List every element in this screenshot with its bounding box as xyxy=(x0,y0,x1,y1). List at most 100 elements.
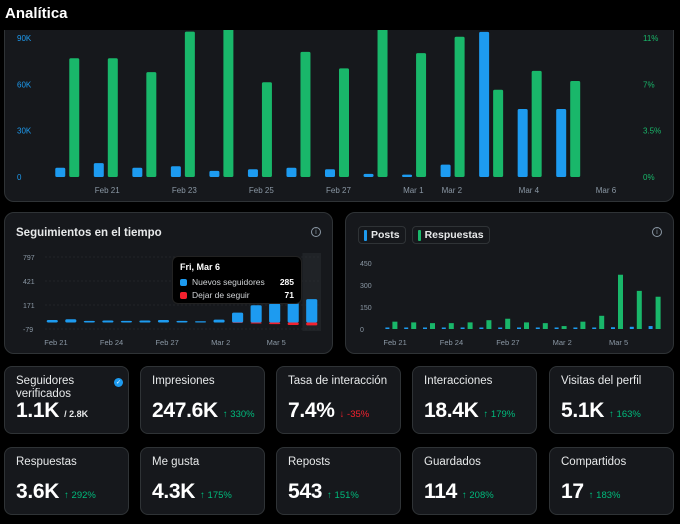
legend-replies[interactable]: Respuestas xyxy=(411,226,490,244)
impressions-bar xyxy=(363,173,374,177)
stat-value-row: 3.6K ↑ 292% xyxy=(16,480,96,504)
posts-bar xyxy=(423,327,427,329)
y-axis-tick-label: 797 xyxy=(23,255,35,262)
engagement-rate-bar xyxy=(339,68,349,177)
tooltip-label: Dejar de seguir xyxy=(192,290,250,300)
info-icon[interactable]: i xyxy=(652,227,662,237)
replies-bar xyxy=(655,296,661,329)
replies-bar xyxy=(448,323,454,329)
new-followers-bar xyxy=(176,320,188,323)
stat-card[interactable]: Visitas del perfil 5.1K ↑ 163% xyxy=(549,366,674,434)
y-axis-tick-label: 171 xyxy=(23,303,35,310)
stat-card[interactable]: Respuestas 3.6K ↑ 292% xyxy=(4,447,129,515)
y2-axis-tick-label: 0% xyxy=(643,173,655,182)
stat-card[interactable]: Impresiones 247.6K ↑ 330% xyxy=(140,366,265,434)
engagement-rate-bar xyxy=(261,82,272,177)
engagement-rate-bar xyxy=(493,89,504,177)
stat-label: Visitas del perfil xyxy=(561,375,642,387)
engagement-rate-bar xyxy=(69,58,80,177)
posts-bar xyxy=(404,327,409,329)
impressions-chart[interactable]: 0 30K 60K 90K 0% 3.5% 7% 11% Feb 21 Feb 23 Feb 25 F… xyxy=(5,15,674,202)
stat-card[interactable]: Seguidores verificados ✓ 1.1K / 2.8K xyxy=(4,366,129,434)
stat-value-row: 247.6K ↑ 330% xyxy=(152,399,255,423)
y-axis-tick-label: 30K xyxy=(17,127,32,136)
posts-bar xyxy=(611,327,615,329)
y-axis-tick-label: 0 xyxy=(360,327,364,334)
stat-card[interactable]: Me gusta 4.3K ↑ 175% xyxy=(140,447,265,515)
stat-value: 17 xyxy=(561,480,584,503)
engagement-rate-bar xyxy=(416,53,427,177)
legend-posts[interactable]: Posts xyxy=(358,226,406,244)
stat-card[interactable]: Tasa de interacción 7.4% ↓ -35% xyxy=(276,366,401,434)
impressions-chart-card: 0 30K 60K 90K 0% 3.5% 7% 11% Feb 21 Feb 23 Feb 25 F… xyxy=(4,14,674,202)
new-followers-bar xyxy=(306,299,318,323)
posts-bar xyxy=(554,327,559,329)
red-swatch-icon xyxy=(180,291,187,299)
stat-value: 1.1K xyxy=(16,399,60,422)
page-title: Analítica xyxy=(5,5,68,22)
posts-bar xyxy=(479,327,484,329)
blue-swatch-icon xyxy=(180,278,187,286)
stat-delta: ↑ 151% xyxy=(327,490,359,501)
stat-delta: ↑ 208% xyxy=(461,490,494,501)
new-followers-bar xyxy=(46,320,58,323)
posts-bar xyxy=(385,327,390,329)
follows-tooltip: Fri, Mar 6 Nuevos seguidores 285 Dejar d… xyxy=(172,256,302,304)
stat-card[interactable]: Interacciones 18.4K ↑ 179% xyxy=(412,366,537,434)
stat-label: Guardados xyxy=(424,456,481,468)
stat-delta: ↓ -35% xyxy=(339,409,370,420)
stat-value: 18.4K xyxy=(424,399,479,422)
new-followers-bar xyxy=(139,320,151,323)
x-axis-tick-label: Feb 27 xyxy=(326,186,351,195)
follows-chart[interactable]: 797 421 171 -79 Feb 21 Feb 24 Feb 27 Mar 2 Mar 5 xyxy=(5,213,333,354)
new-followers-bar xyxy=(102,320,114,323)
x-axis-tick-label: Mar 2 xyxy=(211,338,230,347)
stat-value: 7.4% xyxy=(288,399,335,422)
y-axis-tick-label: 450 xyxy=(360,261,372,268)
tooltip-label: Nuevos seguidores xyxy=(192,277,265,287)
stat-value: 3.6K xyxy=(16,480,60,503)
posts-legend: Posts Respuestas xyxy=(358,226,490,244)
posts-bar xyxy=(441,327,446,329)
posts-bar xyxy=(535,327,540,329)
posts-bar xyxy=(460,327,465,329)
stat-card[interactable]: Reposts 543 ↑ 151% xyxy=(276,447,401,515)
tooltip-value: 285 xyxy=(279,277,294,287)
stat-value: 247.6K xyxy=(152,399,218,422)
info-icon[interactable]: i xyxy=(311,227,321,237)
posts-chart[interactable]: 450 300 150 0 Feb 21 Feb 24 Feb 27 Mar 2 Mar 5 xyxy=(346,213,674,354)
posts-chart-card: Posts Respuestas i 450 300 150 0 Feb 21 Feb 2… xyxy=(345,212,674,354)
unfollows-bar xyxy=(287,322,299,325)
stat-card[interactable]: Compartidos 17 ↑ 183% xyxy=(549,447,674,515)
stat-value-row: 4.3K ↑ 175% xyxy=(152,480,232,504)
new-followers-bar xyxy=(250,305,262,323)
y2-axis-tick-label: 3.5% xyxy=(643,127,661,136)
unfollows-bar xyxy=(306,322,318,326)
x-axis-tick-label: Mar 5 xyxy=(267,338,286,347)
new-followers-bar xyxy=(194,321,207,323)
new-followers-bar xyxy=(287,301,299,323)
tooltip-date: Fri, Mar 6 xyxy=(180,262,221,272)
y2-axis-tick-label: 11% xyxy=(643,34,658,43)
replies-bar xyxy=(467,322,473,329)
posts-bar xyxy=(592,327,597,329)
y-axis-tick-label: -79 xyxy=(23,327,33,334)
x-axis-tick-label: Feb 24 xyxy=(100,338,123,347)
replies-bar xyxy=(561,326,567,329)
x-axis-tick-label: Feb 23 xyxy=(172,186,197,195)
impressions-bar xyxy=(209,170,220,177)
impressions-bar xyxy=(132,167,143,177)
x-axis-tick-label: Mar 1 xyxy=(403,186,424,195)
y-axis-tick-label: 300 xyxy=(360,283,372,290)
replies-bar xyxy=(618,274,623,329)
stat-value: 543 xyxy=(288,480,323,503)
replies-bar xyxy=(486,320,492,329)
stat-delta: ↑ 292% xyxy=(64,490,96,501)
verified-check-icon: ✓ xyxy=(114,378,123,387)
y-axis-tick-label: 0 xyxy=(17,173,22,182)
stat-value-row: 1.1K / 2.8K xyxy=(16,399,88,423)
x-axis-tick-label: Feb 21 xyxy=(383,338,406,347)
legend-label: Respuestas xyxy=(424,229,484,241)
y2-axis-tick-label: 7% xyxy=(643,80,655,89)
stat-card[interactable]: Guardados 114 ↑ 208% xyxy=(412,447,537,515)
